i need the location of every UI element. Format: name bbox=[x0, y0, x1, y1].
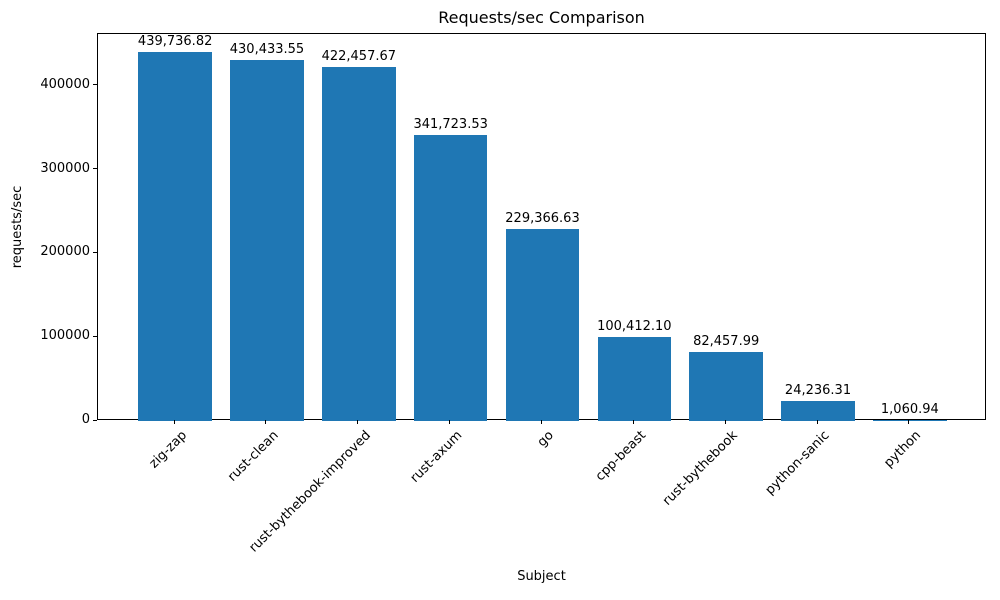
bar-rust-bythebook bbox=[689, 352, 763, 421]
y-tick-label: 100000 bbox=[40, 328, 90, 344]
x-tick-mark bbox=[632, 420, 634, 424]
bar-rust-bythebook-improved bbox=[322, 67, 396, 421]
x-tick-mark bbox=[357, 420, 359, 424]
y-tick-mark bbox=[93, 84, 97, 86]
x-tick-mark bbox=[449, 420, 451, 424]
chart-title: Requests/sec Comparison bbox=[438, 8, 645, 27]
bar-value-label: 430,433.55 bbox=[229, 42, 305, 57]
bar-go bbox=[505, 229, 580, 421]
y-tick-label: 200000 bbox=[40, 244, 90, 260]
bar-value-label: 24,236.31 bbox=[784, 383, 852, 398]
x-axis-label: Subject bbox=[517, 569, 566, 584]
bar-zig-zap bbox=[138, 52, 212, 421]
bar-python bbox=[873, 420, 947, 421]
x-tick-mark bbox=[173, 420, 175, 424]
x-tick-mark bbox=[265, 420, 267, 424]
bar-value-label: 439,736.82 bbox=[137, 34, 213, 49]
y-axis-label: requests/sec bbox=[10, 185, 25, 269]
y-tick-mark bbox=[93, 335, 97, 337]
x-tick-mark bbox=[724, 420, 726, 424]
bar-python-sanic bbox=[781, 401, 855, 421]
x-tick-mark bbox=[541, 420, 542, 424]
y-tick-mark bbox=[93, 419, 97, 421]
bar-value-label: 422,457.67 bbox=[321, 49, 397, 64]
y-tick-mark bbox=[93, 168, 97, 170]
y-tick-label: 400000 bbox=[40, 76, 90, 92]
bar-value-label: 1,060.94 bbox=[880, 402, 939, 417]
y-tick-label: 0 bbox=[81, 412, 90, 427]
bar-cpp-beast bbox=[597, 337, 672, 421]
bar-value-label: 229,366.63 bbox=[505, 211, 580, 226]
bar-value-label: 82,457.99 bbox=[693, 334, 760, 349]
bar-rust-clean bbox=[230, 60, 304, 421]
y-tick-mark bbox=[93, 251, 97, 253]
x-tick-mark bbox=[908, 420, 910, 424]
bar-value-label: 341,723.53 bbox=[413, 117, 488, 132]
plot-area: 439,736.82 430,433.55 422,457.67 341,723.53… bbox=[97, 33, 986, 421]
y-tick-label: 300000 bbox=[40, 160, 90, 176]
bar-value-label: 100,412.10 bbox=[597, 319, 672, 334]
x-tick-mark bbox=[816, 420, 818, 424]
bar-rust-axum bbox=[413, 135, 488, 421]
